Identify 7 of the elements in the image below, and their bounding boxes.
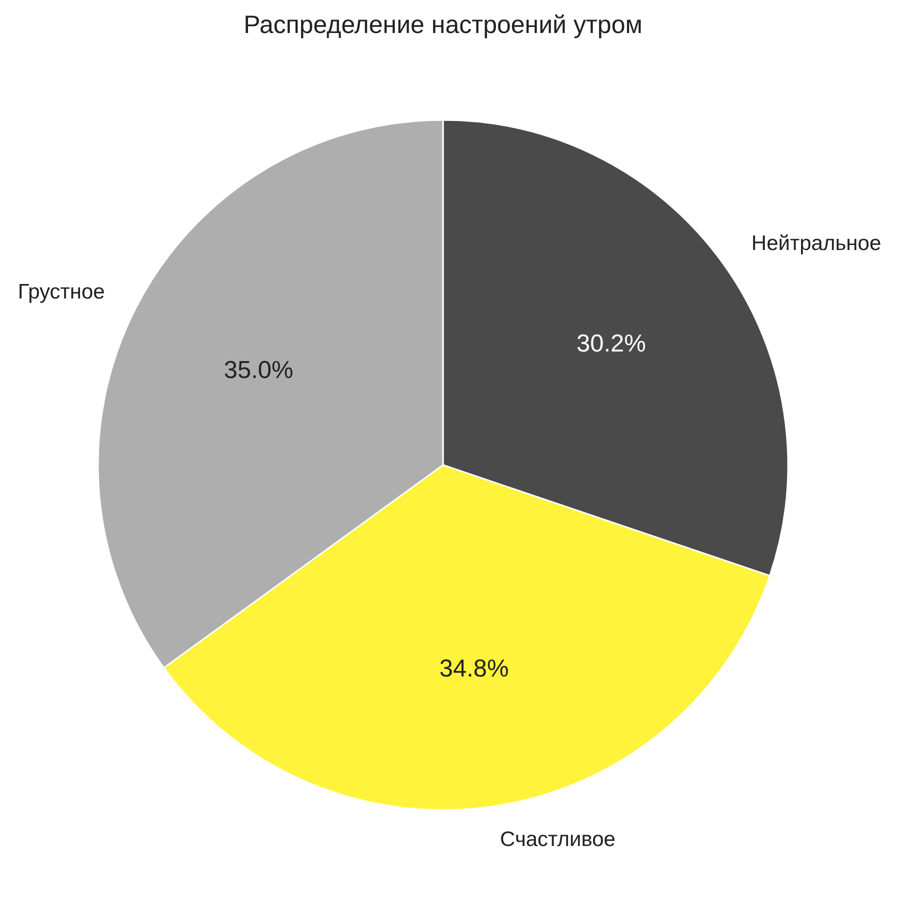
slice-label: Нейтральное	[751, 232, 882, 255]
data-label: 35.0%	[224, 357, 294, 384]
data-label: 34.8%	[439, 656, 509, 683]
data-label: 30.2%	[576, 330, 646, 358]
slice-label: Счастливое	[500, 828, 616, 852]
slice-label: Грустное	[18, 280, 105, 304]
chart-title: Распределение настроений утром	[244, 11, 642, 39]
